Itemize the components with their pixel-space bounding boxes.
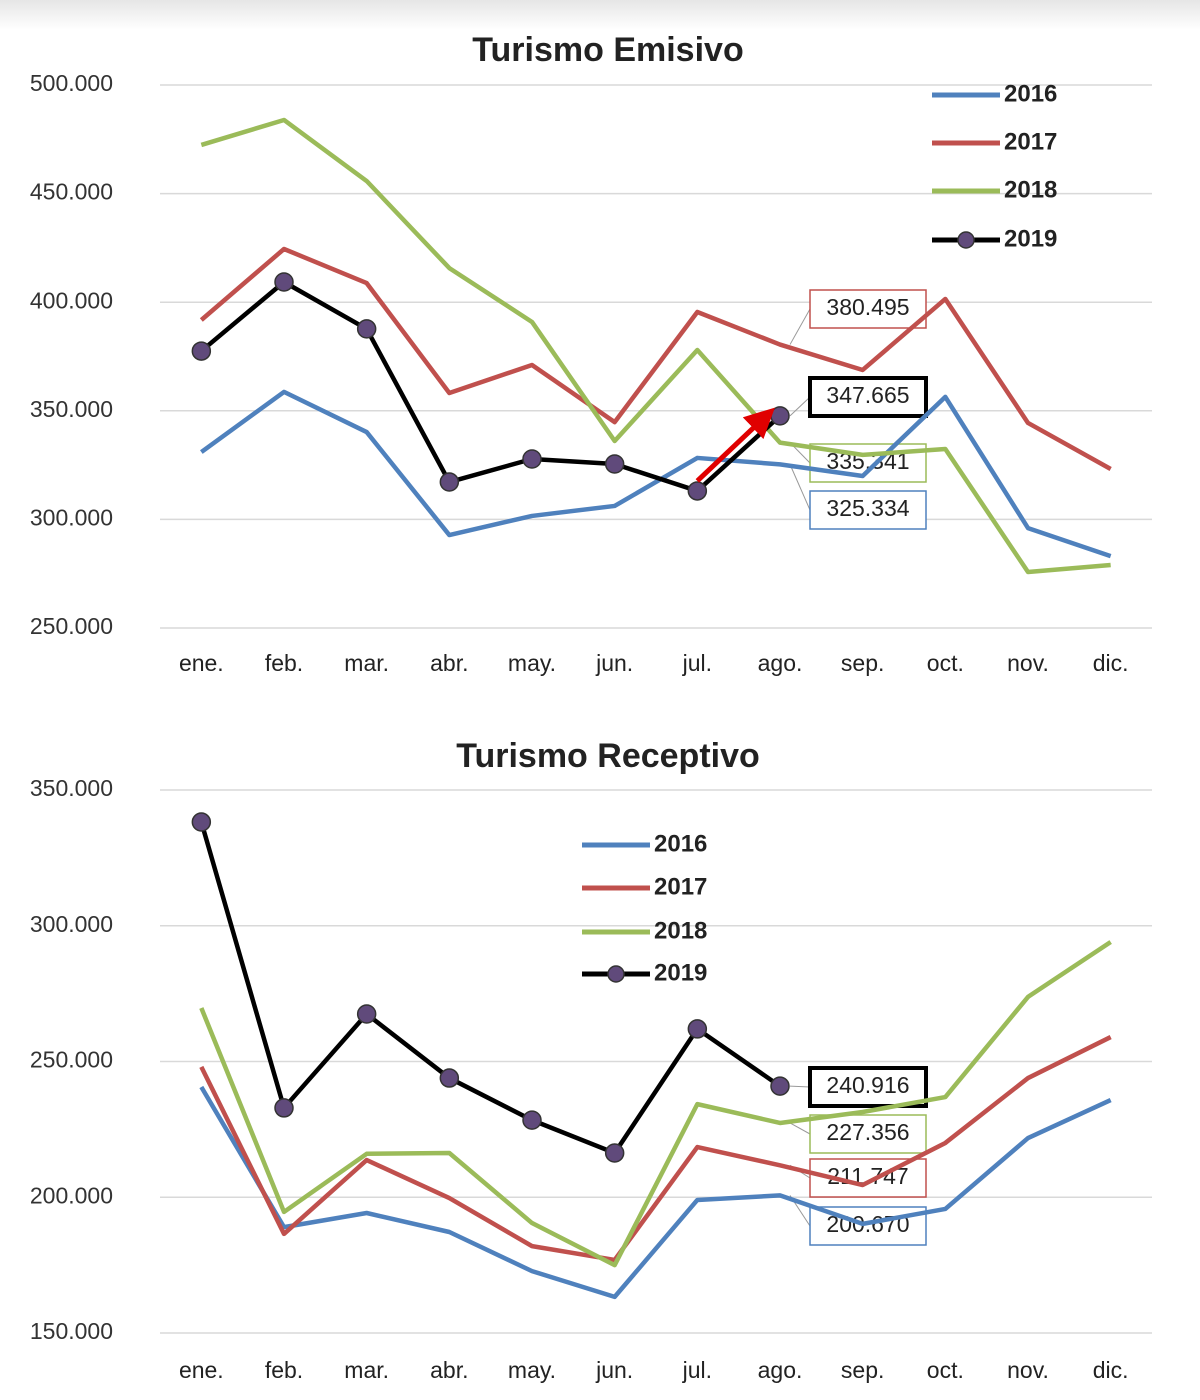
point-marker — [604, 454, 625, 474]
legend-label: 2019 — [654, 959, 707, 986]
top-shade — [0, 0, 1200, 30]
x-tick-label: abr. — [430, 1357, 468, 1383]
x-tick-label: may. — [508, 1357, 556, 1383]
point-marker — [274, 1098, 294, 1118]
x-tick-label: oct. — [927, 1357, 964, 1383]
x-tick-label: oct. — [927, 650, 964, 676]
label-box — [809, 490, 927, 530]
series-line — [199, 821, 782, 1156]
legend-label: 2018 — [654, 917, 707, 944]
label-leader — [789, 308, 811, 345]
x-tick-label: abr. — [430, 650, 468, 676]
legend-label: 2016 — [654, 830, 707, 857]
x-tick-label: feb. — [265, 1357, 303, 1383]
point-marker — [522, 1110, 542, 1130]
label-box — [809, 1114, 927, 1154]
x-tick-label: dic. — [1093, 650, 1129, 676]
x-tick-label: may. — [508, 650, 556, 676]
x-tick-label: mar. — [344, 1357, 389, 1383]
chart-title: Turismo Emisivo — [472, 31, 743, 69]
x-tick-label: feb. — [265, 650, 303, 676]
data-label: 325.334 — [826, 495, 909, 521]
legend-label: 2018 — [1004, 176, 1057, 203]
legend-label: 2016 — [1004, 80, 1057, 107]
point-marker — [274, 272, 294, 292]
data-label: 227.356 — [826, 1119, 909, 1145]
x-tick-label: ago. — [758, 1357, 803, 1383]
trend-arrow — [695, 407, 775, 483]
x-tick-label: nov. — [1007, 1357, 1049, 1383]
legend-marker — [957, 231, 975, 249]
x-tick-label: nov. — [1007, 650, 1049, 676]
legend-label: 2019 — [1004, 225, 1057, 252]
series-line — [199, 246, 1112, 471]
label-box — [809, 289, 927, 329]
point-marker — [439, 1068, 460, 1088]
point-marker — [191, 812, 212, 832]
point-marker — [191, 341, 212, 361]
point-marker — [770, 406, 790, 426]
x-tick-label: sep. — [841, 1357, 884, 1383]
label-box — [808, 376, 928, 418]
x-tick-label: dic. — [1093, 1357, 1129, 1383]
point-marker — [522, 449, 542, 469]
chart-title: Turismo Receptivo — [456, 737, 760, 775]
y-tick-label: 200.000 — [30, 1182, 113, 1208]
x-tick-label: jul. — [682, 1357, 712, 1383]
x-tick-label: ago. — [758, 650, 803, 676]
series-line — [199, 1035, 1112, 1263]
x-tick-label: jul. — [682, 650, 712, 676]
y-tick-label: 300.000 — [30, 911, 113, 937]
legend-label: 2017 — [1004, 128, 1057, 155]
label-box — [808, 1066, 928, 1108]
y-tick-label: 250.000 — [30, 613, 113, 639]
y-tick-label: 350.000 — [30, 396, 113, 422]
y-tick-label: 350.000 — [30, 775, 113, 801]
label-leader — [789, 396, 811, 417]
series-line — [200, 117, 1111, 575]
point-marker — [604, 1143, 625, 1163]
legend-marker — [607, 965, 625, 983]
y-tick-label: 450.000 — [30, 179, 113, 205]
x-tick-label: mar. — [344, 650, 389, 676]
point-marker — [687, 1019, 708, 1039]
y-tick-label: 150.000 — [30, 1318, 113, 1344]
y-tick-label: 500.000 — [30, 70, 113, 96]
series-line — [200, 389, 1112, 559]
y-tick-label: 250.000 — [30, 1047, 113, 1073]
x-tick-label: ene. — [179, 1357, 224, 1383]
point-marker — [687, 481, 708, 501]
y-tick-label: 300.000 — [30, 504, 113, 530]
x-tick-label: jun. — [595, 1357, 633, 1383]
x-tick-label: ene. — [179, 650, 224, 676]
data-label: 240.916 — [826, 1072, 909, 1098]
point-marker — [439, 472, 460, 492]
y-tick-label: 400.000 — [30, 287, 113, 313]
point-marker — [356, 1004, 377, 1024]
series-line — [199, 279, 782, 494]
data-label: 347.665 — [826, 382, 909, 408]
label-leader — [789, 1085, 811, 1088]
x-tick-label: jun. — [595, 650, 633, 676]
series-line — [199, 940, 1112, 1268]
point-marker — [770, 1076, 790, 1096]
series-line — [199, 1085, 1112, 1300]
label-leader — [789, 1122, 811, 1135]
legend-label: 2017 — [654, 873, 707, 900]
data-label: 380.495 — [826, 294, 909, 320]
label-leader — [789, 464, 811, 511]
x-tick-label: sep. — [841, 650, 884, 676]
point-marker — [356, 319, 377, 339]
